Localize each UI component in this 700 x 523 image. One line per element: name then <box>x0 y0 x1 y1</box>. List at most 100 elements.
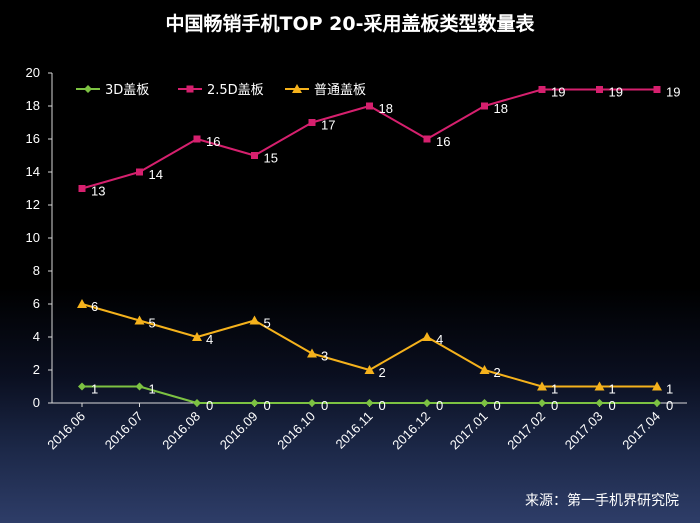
data-point <box>537 381 547 391</box>
data-point <box>596 86 603 93</box>
legend-marker <box>186 85 194 93</box>
data-point <box>249 315 260 325</box>
x-tick-label: 2016.12 <box>389 409 433 453</box>
x-tick-label: 2017.03 <box>562 409 606 453</box>
data-label: 0 <box>666 398 673 413</box>
data-label: 1 <box>149 382 156 397</box>
data-label: 0 <box>321 398 328 413</box>
data-point <box>250 399 259 407</box>
legend-label: 3D盖板 <box>105 83 149 98</box>
x-tick-label: 2016.06 <box>44 409 88 453</box>
x-tick-label: 2016.11 <box>332 409 375 452</box>
data-label: 19 <box>609 85 623 100</box>
data-label: 1 <box>551 382 558 397</box>
data-label: 2 <box>379 365 386 380</box>
x-tick-label: 2016.08 <box>159 409 203 453</box>
data-label: 0 <box>206 398 213 413</box>
data-label: 0 <box>379 398 386 413</box>
data-point <box>135 382 144 391</box>
data-label: 2 <box>494 365 501 380</box>
x-tick-label: 2016.07 <box>102 409 146 453</box>
data-point <box>193 135 201 143</box>
data-label: 18 <box>379 101 393 116</box>
data-label: 17 <box>321 118 335 133</box>
data-label: 1 <box>609 382 616 397</box>
x-tick-label: 2016.10 <box>274 409 318 453</box>
data-label: 1 <box>91 382 98 397</box>
data-point <box>653 399 661 407</box>
data-label: 1 <box>666 382 673 397</box>
data-label: 0 <box>264 398 271 413</box>
data-label: 4 <box>436 332 443 347</box>
x-tick-label: 2017.02 <box>504 409 548 453</box>
data-label: 4 <box>206 332 213 347</box>
legend-marker <box>84 85 92 93</box>
data-label: 19 <box>666 85 680 100</box>
data-label: 18 <box>494 101 508 116</box>
data-point <box>308 399 316 407</box>
data-point <box>134 315 145 325</box>
data-label: 0 <box>551 398 558 413</box>
data-label: 13 <box>91 184 105 199</box>
y-tick-label: 4 <box>33 329 40 344</box>
data-point <box>366 102 373 110</box>
data-point <box>653 86 661 93</box>
x-tick-label: 2017.01 <box>447 409 491 453</box>
data-label: 3 <box>321 349 328 364</box>
data-label: 0 <box>494 398 501 413</box>
data-label: 0 <box>609 398 616 413</box>
y-tick-label: 20 <box>26 65 40 80</box>
data-label: 0 <box>436 398 443 413</box>
legend-label: 2.5D盖板 <box>207 83 264 98</box>
y-tick-label: 2 <box>33 362 40 377</box>
data-point <box>78 382 86 391</box>
chart-title: 中国畅销手机TOP 20-采用盖板类型数量表 <box>166 12 536 35</box>
data-point <box>364 365 375 374</box>
data-point <box>595 399 604 407</box>
data-point <box>594 381 605 391</box>
series-line <box>81 303 657 388</box>
data-label: 16 <box>436 134 450 149</box>
data-point <box>308 119 316 126</box>
y-tick-label: 8 <box>33 263 40 278</box>
data-point <box>78 185 86 192</box>
data-point <box>480 399 489 407</box>
y-tick-label: 18 <box>26 98 40 113</box>
data-point <box>652 381 662 391</box>
legend: 3D盖板 2.5D盖板 普通盖板 <box>76 83 366 98</box>
data-label: 5 <box>264 316 271 331</box>
y-tick-label: 12 <box>26 197 40 212</box>
source-note: 来源：第一手机界研究院 <box>525 492 679 509</box>
x-tick-label: 2016.09 <box>217 409 261 453</box>
data-point <box>192 332 202 341</box>
data-point <box>423 135 431 143</box>
y-tick-label: 16 <box>26 131 40 146</box>
data-label: 15 <box>264 151 278 166</box>
data-label: 5 <box>149 316 156 331</box>
legend-label: 普通盖板 <box>314 83 366 98</box>
data-point <box>251 152 258 159</box>
data-point <box>538 86 546 93</box>
data-point <box>422 332 432 341</box>
y-tick-label: 14 <box>26 164 40 179</box>
data-label: 19 <box>551 85 565 100</box>
y-tick-label: 6 <box>33 296 40 311</box>
data-point <box>481 102 488 110</box>
data-point <box>77 299 87 308</box>
y-tick-label: 10 <box>26 230 40 245</box>
x-tick-label: 2017.04 <box>619 409 663 453</box>
y-tick-label: 0 <box>33 395 40 410</box>
data-point <box>538 399 546 407</box>
legend-marker <box>292 84 302 93</box>
data-label: 14 <box>149 167 163 182</box>
data-label: 6 <box>91 299 98 314</box>
data-point <box>193 399 201 407</box>
data-point <box>479 365 490 374</box>
data-point <box>307 348 317 358</box>
data-point <box>423 399 431 407</box>
data-point <box>136 168 143 176</box>
data-label: 16 <box>206 134 220 149</box>
